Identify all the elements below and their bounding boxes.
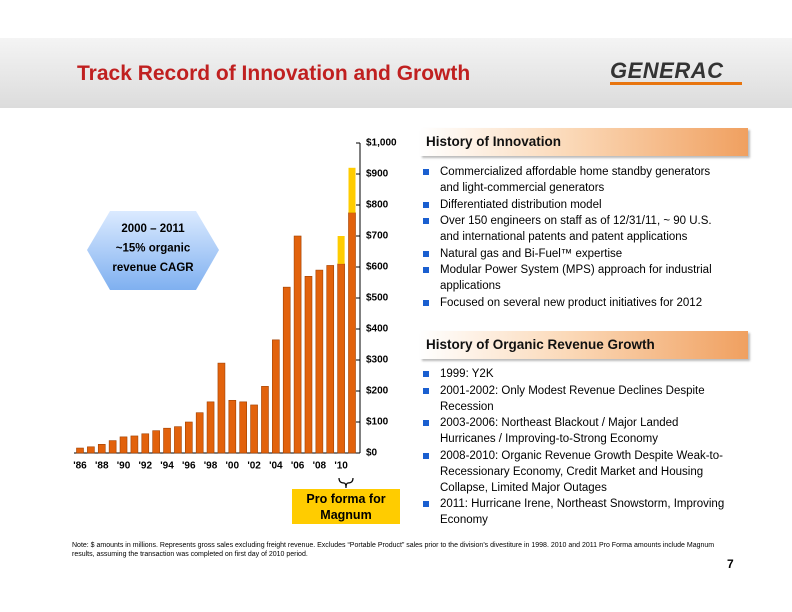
bar — [250, 404, 258, 454]
x-tick-label: '00 — [226, 461, 240, 472]
bar — [130, 435, 139, 454]
bar — [304, 275, 313, 454]
y-tick-label: $200 — [366, 386, 389, 397]
x-tick-label: '06 — [291, 461, 305, 472]
bar — [195, 412, 204, 454]
legend-label: Pro forma for Magnum — [306, 492, 386, 522]
x-tick-label: '96 — [182, 461, 196, 472]
x-tick-label: '88 — [95, 461, 109, 472]
bar — [315, 269, 324, 454]
x-tick-label: '90 — [117, 461, 131, 472]
bullet: Commercialized affordable home standby g… — [420, 164, 730, 196]
bar — [337, 263, 345, 454]
y-tick-label: $900 — [366, 169, 389, 180]
x-tick-label: '02 — [247, 461, 261, 472]
bar — [141, 433, 150, 454]
bar — [87, 446, 95, 454]
header-band — [0, 38, 792, 108]
page-number: 7 — [727, 557, 734, 571]
annotation: ~15% organic — [116, 243, 191, 255]
bar — [76, 447, 84, 454]
x-tick-label: '98 — [204, 461, 218, 472]
bar — [348, 167, 356, 213]
pro-forma-box — [292, 489, 400, 524]
annotation: 2000 – 2011 — [121, 223, 185, 235]
bullet-list: 1999: Y2K 2001-2002: Only Modest Revenue … — [420, 366, 730, 529]
bullet: 1999: Y2K — [420, 366, 730, 382]
bullet: Differentiated distribution model — [420, 197, 730, 213]
bullet: 2003-2006: Northeast Blackout / Major La… — [420, 415, 730, 447]
bar — [337, 236, 345, 264]
logo-bar — [610, 82, 742, 85]
bar — [326, 265, 335, 454]
bar — [239, 401, 247, 454]
annotation: revenue CAGR — [112, 262, 194, 274]
bullet-list: Commercialized affordable home standby g… — [420, 164, 730, 311]
bar — [152, 430, 160, 454]
x-tick-label: '10 — [334, 461, 348, 472]
panel-title: History of Organic Revenue Growth — [420, 331, 748, 359]
y-tick-label: $600 — [366, 262, 389, 273]
bullet: 2001-2002: Only Modest Revenue Declines … — [420, 383, 730, 415]
bullet: Over 150 engineers on staff as of 12/31/… — [420, 213, 730, 245]
x-tick-label: '08 — [313, 461, 327, 472]
bar — [217, 362, 226, 454]
y-tick-label: $400 — [366, 324, 389, 335]
brace — [338, 477, 354, 489]
y-tick-label: $300 — [366, 355, 389, 366]
bullet: 2011: Hurricane Irene, Northeast Snowsto… — [420, 496, 730, 528]
y-tick-label: $500 — [366, 293, 389, 304]
bar — [272, 339, 280, 454]
y-tick-label: $800 — [366, 200, 389, 211]
bar — [108, 440, 117, 454]
bar — [348, 212, 356, 454]
bar — [174, 426, 182, 454]
slide-title: Track Record of Innovation and Growth — [77, 62, 471, 85]
x-tick-label: '86 — [73, 461, 87, 472]
bar — [282, 286, 291, 454]
y-tick-label: $1,000 — [366, 138, 397, 149]
bar — [206, 401, 215, 454]
bar — [293, 235, 302, 454]
y-tick-label: $0 — [366, 448, 378, 459]
bullet: Modular Power System (MPS) approach for … — [420, 262, 730, 294]
x-tick-label: '94 — [160, 461, 174, 472]
cagr-callout — [87, 211, 219, 290]
x-tick-label: '04 — [269, 461, 283, 472]
bar — [261, 386, 269, 454]
bar — [119, 436, 128, 454]
bar — [97, 444, 106, 454]
bar — [185, 421, 193, 454]
bullet: Natural gas and Bi-Fuel™ expertise — [420, 246, 730, 262]
x-tick-label: '92 — [139, 461, 153, 472]
y-tick-label: $100 — [366, 417, 389, 428]
panel-title: History of Innovation — [420, 128, 748, 156]
bullet: Focused on several new product initiativ… — [420, 295, 730, 311]
bar — [228, 399, 237, 454]
logo: GENERAC — [610, 58, 724, 83]
y-tick-label: $700 — [366, 231, 389, 242]
bar — [163, 427, 171, 454]
footnote: Note: $ amounts in millions. Represents … — [72, 542, 715, 558]
pro-forma-label-box: Pro forma for Magnum — [306, 492, 386, 522]
bullet: 2008-2010: Organic Revenue Growth Despit… — [420, 448, 730, 496]
